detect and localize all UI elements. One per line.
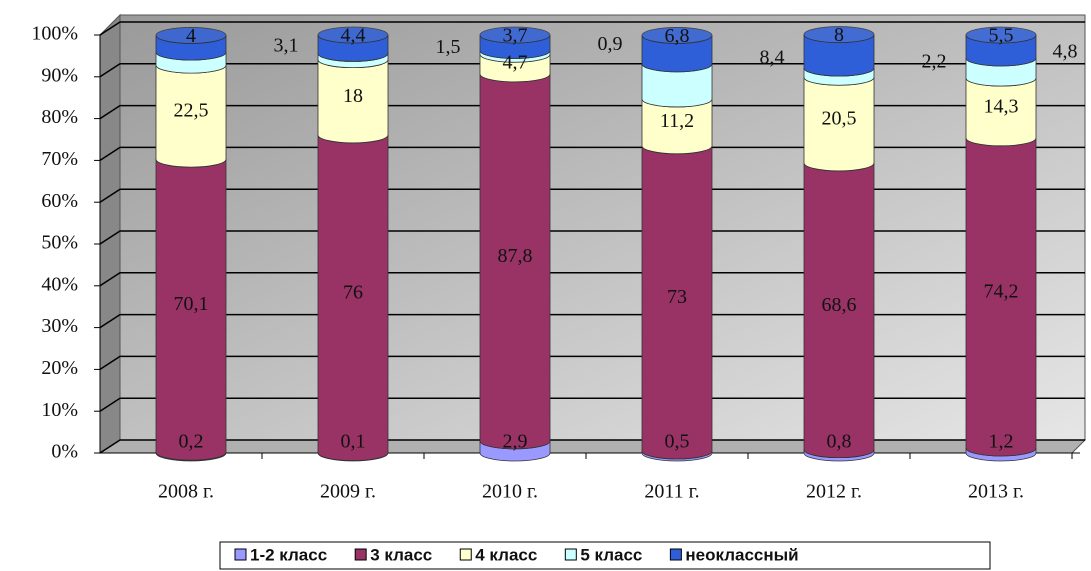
grid-line xyxy=(99,230,1085,245)
data-label: 14,3 xyxy=(984,96,1019,118)
grid-line xyxy=(99,104,1085,120)
grid-line xyxy=(99,355,1085,371)
grid-line xyxy=(99,313,1085,329)
data-label: 6,8 xyxy=(665,25,690,47)
legend-box xyxy=(219,541,991,570)
cylinder-top xyxy=(479,26,551,44)
legend-label: 4 класс xyxy=(475,545,537,564)
data-label: 73 xyxy=(667,286,687,308)
y-tick-label: 100% xyxy=(31,23,78,45)
data-label: 76 xyxy=(343,281,363,303)
y-tick-label: 40% xyxy=(41,273,78,295)
data-label: 1,2 xyxy=(989,431,1014,453)
x-tick-label: 2009 г. xyxy=(320,481,376,503)
cylinder-top xyxy=(803,26,875,43)
x-tick-label: 2012 г. xyxy=(806,481,862,503)
data-label: 20,5 xyxy=(822,108,857,130)
legend-swatch xyxy=(669,548,682,561)
data-label: 22,5 xyxy=(174,100,209,122)
x-tick-label: 2013 г. xyxy=(968,481,1024,503)
data-label: 4,4 xyxy=(341,25,366,47)
data-label: 5,5 xyxy=(989,25,1014,47)
y-tick-label: 70% xyxy=(41,148,78,170)
data-label: 2,9 xyxy=(503,431,528,453)
data-label: 74,2 xyxy=(984,280,1019,302)
labels: 2008 г. 0,2 70,1 22,5 3,1 4 2009 г. 0,1 76 18 1,5 4… xyxy=(158,24,1077,502)
data-label: 87,8 xyxy=(498,245,533,267)
grid-line xyxy=(99,439,1085,454)
y-tick-label: 30% xyxy=(41,315,78,337)
data-label: 11,2 xyxy=(660,110,694,132)
data-label: 70,1 xyxy=(174,293,209,315)
cylinder-top xyxy=(155,27,227,44)
data-label: 4 xyxy=(186,25,196,47)
data-label: 8,4 xyxy=(760,46,785,68)
y-tick-label: 80% xyxy=(41,106,78,128)
legend-label: 1-2 класс xyxy=(250,545,327,564)
grid-line xyxy=(99,146,1085,162)
side-wall xyxy=(99,13,121,454)
data-label: 18 xyxy=(343,85,363,107)
grid-line xyxy=(99,272,1085,287)
floor xyxy=(98,439,1087,454)
legend-swatch xyxy=(354,548,367,561)
legend-swatch xyxy=(564,548,577,561)
legend-swatch xyxy=(459,548,472,561)
data-label: 4,8 xyxy=(1053,41,1078,63)
grid: 0% 10% 20% 30% 40% 50% 60% 70% 80% 90% 100% xyxy=(31,21,1085,463)
data-label: 3,7 xyxy=(503,25,528,47)
y-tick-label: 60% xyxy=(41,190,78,212)
grid-line xyxy=(99,21,1085,36)
legend-label: неоклассный xyxy=(685,545,798,564)
legend: 1-2 класс 3 класс 4 класс 5 класс неоклассны… xyxy=(234,545,799,564)
y-tick-label: 20% xyxy=(41,357,78,379)
grid-line xyxy=(99,63,1085,78)
back-wall xyxy=(119,14,1086,441)
cylinder-top xyxy=(641,27,713,44)
x-tick-label: 2010 г. xyxy=(482,481,538,503)
x-tick-label: 2011 г. xyxy=(644,481,699,503)
cylinder-top xyxy=(317,26,389,44)
x-tick-label: 2008 г. xyxy=(158,481,214,503)
grid-line xyxy=(99,397,1085,412)
cylinder-top xyxy=(965,26,1037,44)
data-label: 0,9 xyxy=(598,33,623,55)
data-label: 68,6 xyxy=(822,294,857,316)
data-label: 3,1 xyxy=(274,35,299,57)
legend-label: 5 класс xyxy=(580,545,642,564)
data-label: 0,5 xyxy=(665,431,690,453)
data-label: 2,2 xyxy=(922,51,947,73)
data-label: 0,2 xyxy=(179,431,204,453)
data-label: 1,5 xyxy=(436,36,461,58)
y-tick-label: 0% xyxy=(51,441,78,463)
y-tick-label: 90% xyxy=(41,64,78,86)
data-label: 4,7 xyxy=(503,51,528,73)
grid-line xyxy=(99,188,1085,203)
legend-swatch xyxy=(234,548,247,561)
bars xyxy=(155,26,1037,462)
data-label: 0,8 xyxy=(827,431,852,453)
y-tick-label: 50% xyxy=(41,232,78,254)
data-label: 8 xyxy=(834,24,844,46)
y-tick-label: 10% xyxy=(41,399,78,421)
data-label: 0,1 xyxy=(341,431,366,453)
legend-label: 3 класс xyxy=(370,545,432,564)
